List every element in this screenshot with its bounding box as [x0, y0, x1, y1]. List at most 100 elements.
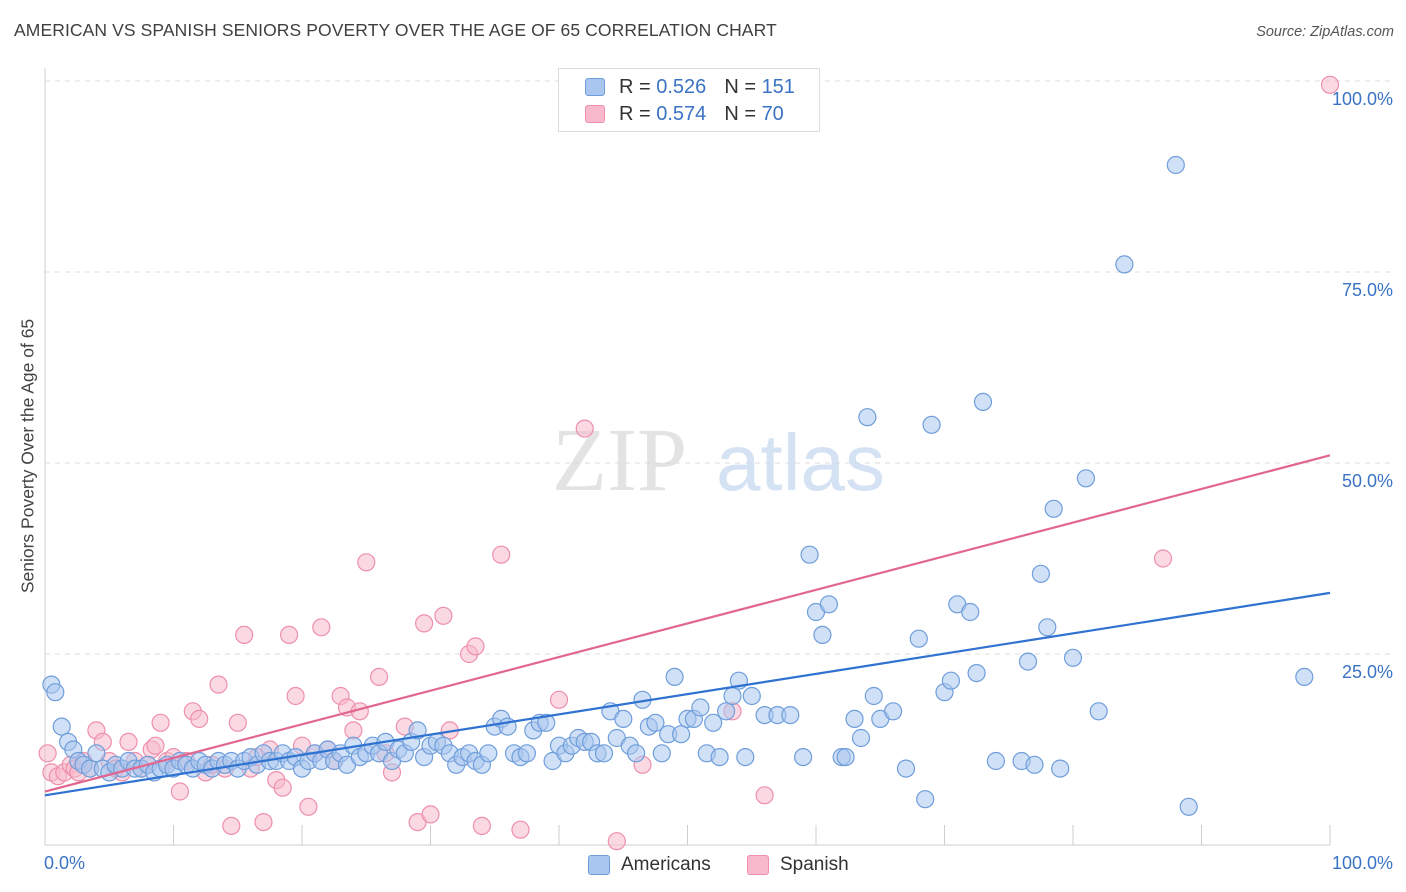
american-point: [800, 545, 819, 564]
y-tick-label: 25.0%: [1342, 662, 1393, 682]
americans-legend-swatch: [588, 855, 610, 875]
american-point: [736, 747, 755, 767]
legend-row-spanish: R = 0.574 N = 70: [585, 102, 784, 126]
american-point: [742, 686, 761, 706]
watermark-atlas: atlas: [716, 418, 885, 507]
watermark-zip: ZIP: [552, 411, 687, 510]
american-point: [1063, 648, 1083, 667]
spanish-legend-swatch: [747, 855, 769, 875]
americans-legend-label: Americans: [621, 854, 711, 875]
spanish-point: [299, 797, 318, 816]
spanish-point: [466, 637, 485, 656]
spanish-point: [549, 690, 569, 709]
american-point: [1044, 499, 1063, 518]
spanish-point: [228, 713, 247, 732]
american-point: [1076, 469, 1096, 488]
american-point: [858, 408, 877, 427]
spanish-point: [222, 816, 241, 836]
american-point: [916, 790, 935, 809]
american-point: [46, 683, 65, 702]
gridlines: [45, 80, 1394, 655]
spanish-swatch: [585, 105, 605, 123]
spanish-point: [344, 721, 363, 740]
american-point: [52, 717, 71, 736]
x-tick-label: 0.0%: [44, 853, 85, 873]
spanish-trend-line: [44, 454, 1331, 793]
american-point: [1115, 255, 1134, 274]
bottom-legend-spanish: Spanish: [747, 852, 849, 878]
american-point: [1038, 618, 1057, 637]
x-tick-label: 100.0%: [1332, 853, 1393, 873]
spanish-point: [190, 709, 209, 729]
bottom-legend-americans: Americans: [588, 852, 711, 878]
spanish-point: [286, 686, 305, 706]
spanish-point: [1153, 549, 1173, 568]
spanish-point: [472, 816, 491, 836]
american-point: [652, 744, 671, 763]
american-point: [479, 744, 498, 763]
american-point: [845, 709, 864, 729]
legend-r-value: 0.574: [656, 102, 707, 125]
spanish-point: [421, 805, 440, 824]
american-point: [723, 686, 742, 706]
spanish-point: [38, 744, 57, 763]
spanish-point: [312, 618, 331, 637]
american-point: [883, 702, 903, 721]
spanish-point: [434, 606, 453, 625]
correlation-legend: R = 0.526 N = 151 R = 0.574 N = 70: [558, 68, 820, 132]
american-point: [819, 595, 839, 614]
spanish-legend-label: Spanish: [780, 854, 849, 875]
american-point: [986, 751, 1006, 771]
spanish-point: [273, 778, 292, 797]
legend-n-label: N =: [724, 75, 756, 98]
american-point: [851, 728, 871, 748]
american-point: [922, 415, 941, 434]
spanish-point: [170, 782, 189, 801]
spanish-point: [370, 667, 389, 687]
american-point: [537, 713, 556, 732]
chart-title: AMERICAN VS SPANISH SENIORS POVERTY OVER…: [14, 20, 777, 40]
american-point: [836, 747, 855, 767]
legend-r-label: R =: [619, 102, 651, 125]
american-point: [87, 744, 106, 763]
axes: [44, 68, 1331, 846]
legend-r-value: 0.526: [656, 75, 707, 98]
tick-labels: 25.0% 50.0% 75.0% 100.0% 0.0% 100.0%: [44, 89, 1393, 873]
american-point: [517, 744, 537, 763]
legend-n-label: N =: [724, 102, 756, 125]
spanish-point: [607, 832, 626, 851]
american-point: [1166, 155, 1185, 175]
spanish-point: [146, 736, 165, 755]
spanish-point: [511, 820, 530, 839]
spanish-point: [254, 812, 273, 832]
spanish-point: [280, 625, 299, 645]
american-point: [1179, 797, 1198, 816]
american-point: [626, 744, 646, 763]
american-point: [671, 725, 691, 744]
american-point: [704, 713, 723, 732]
american-point: [710, 747, 729, 767]
trend-lines: [44, 454, 1331, 797]
americans-trend-line: [44, 591, 1331, 797]
legend-r-label: R =: [619, 75, 651, 98]
american-point: [691, 698, 710, 717]
americans-swatch: [585, 78, 605, 96]
legend-n-value: 70: [761, 102, 784, 125]
american-point: [1295, 667, 1314, 687]
american-point: [1025, 755, 1044, 774]
american-point: [646, 713, 665, 732]
y-axis-label: Seniors Poverty Over the Age of 65: [17, 318, 38, 594]
y-tick-label: 100.0%: [1332, 89, 1393, 109]
spanish-point: [415, 614, 434, 633]
legend-row-americans: R = 0.526 N = 151: [585, 75, 795, 99]
american-point: [665, 667, 684, 687]
spanish-point: [119, 732, 138, 752]
legend-n-value: 151: [761, 75, 795, 98]
american-point: [1089, 702, 1108, 721]
spanish-point: [492, 545, 511, 564]
y-tick-label: 75.0%: [1342, 280, 1393, 300]
american-point: [961, 602, 980, 622]
source-credit: Source: ZipAtlas.com: [1256, 24, 1394, 40]
american-point: [781, 705, 800, 725]
